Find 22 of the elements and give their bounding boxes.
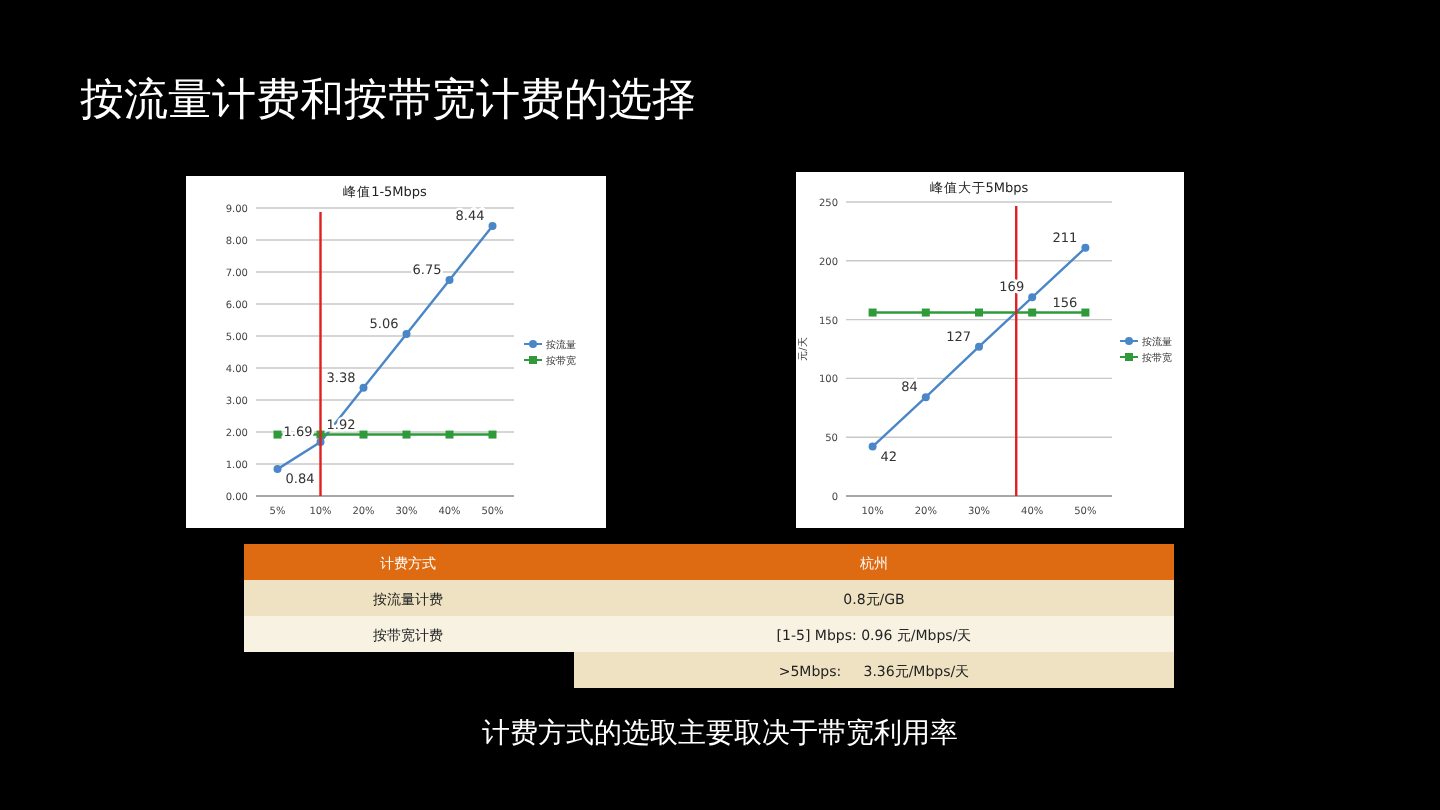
point: [488, 430, 497, 439]
point: [488, 221, 497, 230]
point: [273, 430, 282, 439]
point: [359, 430, 368, 439]
point: [1081, 243, 1090, 252]
point: [359, 383, 368, 392]
point: [921, 308, 930, 317]
point: [273, 465, 282, 474]
point: [868, 308, 877, 317]
point: [402, 430, 411, 439]
point: [1028, 308, 1037, 317]
point: [402, 330, 411, 339]
point: [975, 308, 983, 317]
point: [445, 276, 454, 284]
point: [975, 342, 983, 351]
point: [921, 393, 930, 402]
point: [868, 442, 877, 451]
point: [1081, 308, 1090, 317]
text: 计费方式的选取主要取决于带宽利用率: [482, 718, 958, 750]
point: [1028, 293, 1037, 302]
point: [445, 430, 454, 439]
text: 按流量计费和按带宽计费的选择: [80, 76, 696, 126]
